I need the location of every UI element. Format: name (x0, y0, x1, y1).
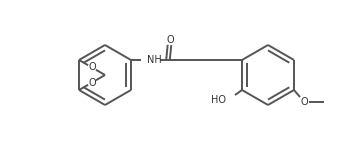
Text: HO: HO (211, 95, 226, 105)
Text: O: O (88, 63, 96, 72)
Text: O: O (166, 35, 174, 45)
Text: NH: NH (147, 55, 162, 65)
Text: O: O (300, 97, 308, 107)
Text: O: O (88, 78, 96, 87)
